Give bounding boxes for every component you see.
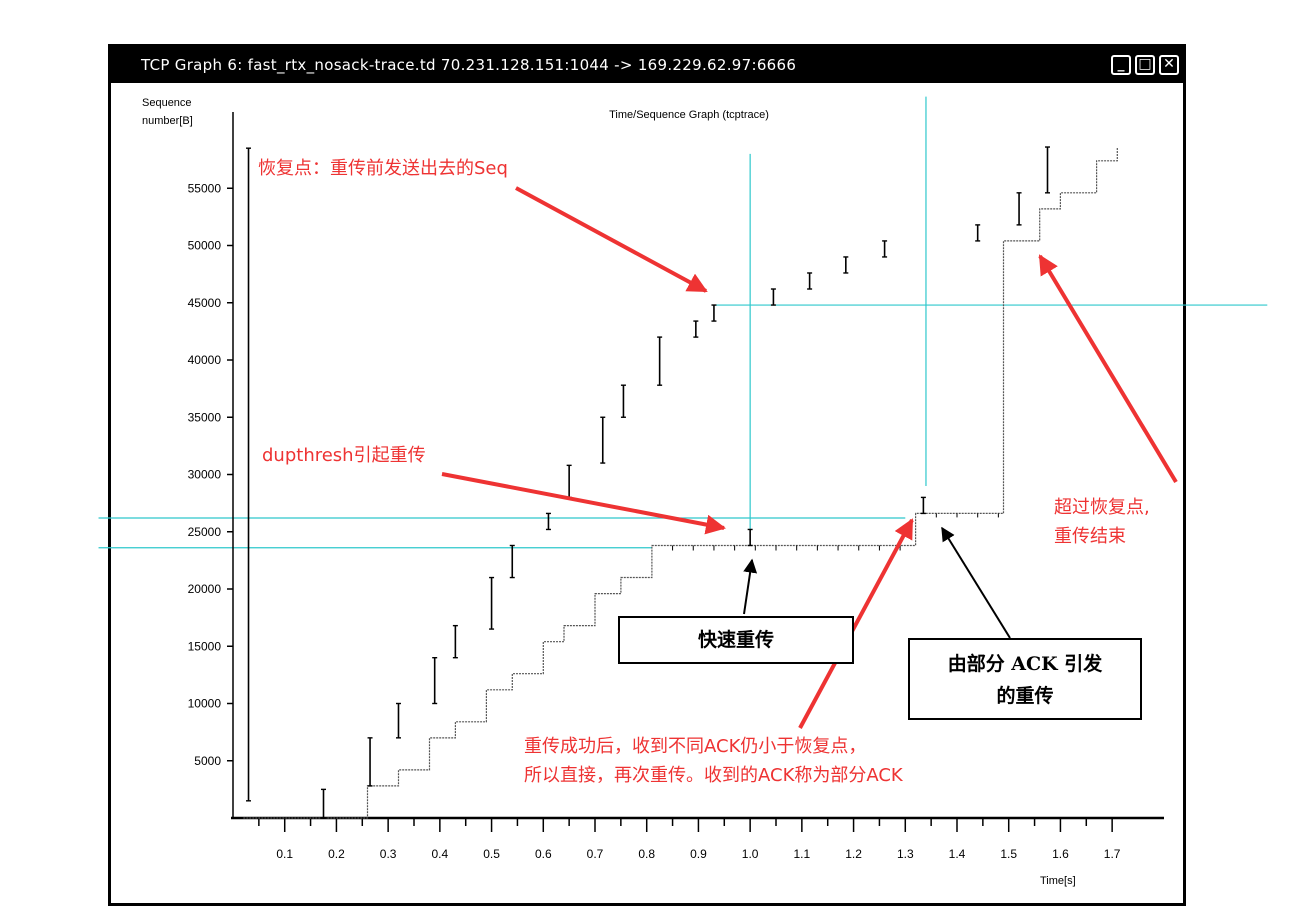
data-segment-15 — [747, 528, 753, 547]
x-tick-label: 1.4 — [949, 847, 966, 861]
fast-retransmit-label: 快速重传 — [697, 629, 774, 651]
tcp-graph-window: TCP Graph 6: fast_rtx_nosack-trace.td 70… — [108, 44, 1186, 906]
x-tick-label: 0.2 — [328, 847, 345, 861]
partial-ack-annotation-2: 所以直接，再次重传。收到的ACK称为部分ACK — [524, 765, 904, 786]
fast-retx-arrow — [743, 558, 758, 615]
y-tick-label: 40000 — [188, 353, 222, 367]
y-tick-label: 45000 — [188, 296, 222, 310]
partial-ack-retransmit-box: 由部分 ACK 引发 的重传 — [908, 638, 1142, 720]
data-segment-9 — [566, 464, 572, 499]
data-segment-1 — [321, 788, 326, 819]
fast-retransmit-box: 快速重传 — [618, 616, 854, 664]
data-segment-7 — [509, 544, 515, 579]
y-tick-label: 30000 — [188, 468, 222, 482]
data-segment-20 — [920, 496, 926, 515]
data-segment-21 — [975, 224, 981, 242]
x-tick-label: 0.7 — [587, 847, 604, 861]
guide-lines — [98, 96, 1268, 549]
data-segment-2 — [367, 737, 373, 787]
data-segment-12 — [657, 336, 663, 386]
x-tick-label: 0.3 — [380, 847, 397, 861]
exceed-recovery-arrow — [1038, 254, 1178, 484]
data-segment-0 — [246, 147, 252, 802]
partial-ack-annotation-1: 重传成功后，收到不同ACK仍小于恢复点， — [524, 736, 866, 757]
ack-step-line — [243, 147, 1118, 819]
y-tick-label: 10000 — [188, 697, 222, 711]
y-tick-label: 20000 — [188, 582, 222, 596]
y-tick-label: 50000 — [188, 239, 222, 253]
data-segment-4 — [432, 657, 438, 705]
x-tick-label: 1.5 — [1000, 847, 1017, 861]
x-tick-label: 0.9 — [690, 847, 707, 861]
data-segments — [246, 146, 1050, 819]
data-segment-11 — [620, 384, 626, 418]
ack-line — [243, 147, 1118, 819]
data-segment-5 — [452, 624, 458, 659]
data-segment-3 — [395, 702, 401, 739]
x-tick-label: 0.4 — [432, 847, 449, 861]
chart-title: Time/Sequence Graph (tcptrace) — [609, 109, 769, 121]
recovery-point-arrow — [515, 186, 708, 293]
y-tick-label: 35000 — [188, 410, 222, 424]
partial-ack-box-line2: 的重传 — [996, 685, 1054, 707]
window-title: TCP Graph 6: fast_rtx_nosack-trace.td 70… — [141, 56, 797, 74]
recovery-point-annotation: 恢复点：重传前发送出去的Seq — [258, 158, 508, 179]
data-segment-13 — [693, 320, 699, 338]
data-segment-8 — [545, 512, 551, 531]
x-tick-label: 1.7 — [1104, 847, 1121, 861]
x-tick-label: 0.8 — [638, 847, 655, 861]
x-tick-label: 1.6 — [1052, 847, 1069, 861]
y-axis-label-line2: number[B] — [142, 115, 193, 127]
data-segment-18 — [843, 256, 849, 274]
partial-ack-arrow — [798, 518, 914, 729]
data-segment-6 — [489, 576, 495, 630]
exceed-recovery-annotation-1: 超过恢复点, — [1054, 497, 1150, 518]
x-tick-label: 1.0 — [742, 847, 759, 861]
y-tick-label: 25000 — [188, 525, 222, 539]
x-tick-label: 1.2 — [845, 847, 862, 861]
data-segment-19 — [882, 240, 888, 258]
title-bar[interactable]: TCP Graph 6: fast_rtx_nosack-trace.td 70… — [111, 47, 1183, 83]
y-tick-label: 55000 — [188, 181, 222, 195]
data-segment-14 — [711, 304, 717, 322]
y-tick-label: 5000 — [194, 754, 221, 768]
minimize-button[interactable]: _ — [1111, 55, 1131, 75]
data-segment-22 — [1016, 192, 1022, 226]
maximize-button[interactable]: □ — [1135, 55, 1155, 75]
x-axis-label: Time[s] — [1040, 875, 1076, 887]
partial-ack-box-line1: 由部分 ACK 引发 — [947, 653, 1103, 675]
x-tick-label: 1.3 — [897, 847, 914, 861]
x-tick-label: 0.1 — [276, 847, 293, 861]
partial-retx-arrow — [941, 526, 1011, 639]
data-segment-23 — [1045, 146, 1050, 194]
x-tick-label: 0.5 — [483, 847, 500, 861]
y-tick-label: 15000 — [188, 639, 222, 653]
dupthresh-arrow — [441, 472, 726, 535]
data-segment-10 — [600, 416, 606, 464]
x-tick-label: 0.6 — [535, 847, 552, 861]
data-segment-17 — [807, 272, 813, 290]
axes: 5000 10000 15000 20000 25000 30000 35000 40000 4… — [188, 112, 1164, 861]
close-button[interactable]: ✕ — [1159, 55, 1179, 75]
y-axis-label-line1: Sequence — [142, 97, 192, 109]
dupthresh-annotation: dupthresh引起重传 — [262, 445, 426, 466]
x-tick-label: 1.1 — [794, 847, 811, 861]
exceed-recovery-annotation-2: 重传结束 — [1054, 526, 1126, 547]
data-segment-16 — [770, 288, 776, 306]
